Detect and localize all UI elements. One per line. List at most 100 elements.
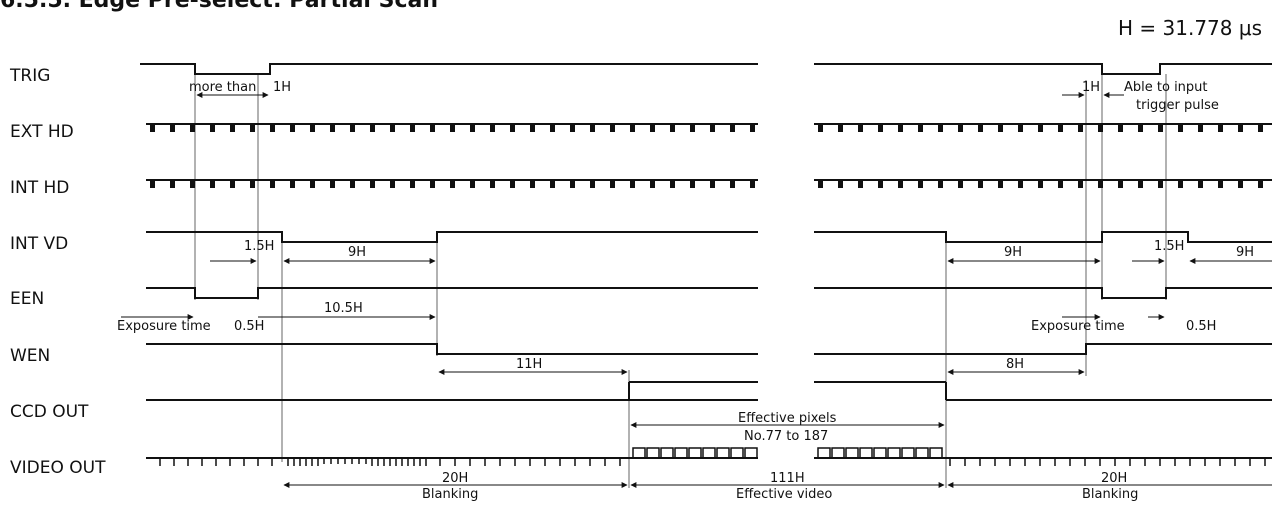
pulse	[570, 124, 575, 132]
pulse	[150, 124, 155, 132]
pulse	[510, 124, 515, 132]
video-effective-pixel	[716, 447, 730, 458]
een-0-5h-right-label: 0.5H	[1186, 319, 1216, 334]
pulse	[510, 180, 515, 188]
pulse	[630, 124, 635, 132]
pulse	[670, 180, 675, 188]
signal-label-een: EEN	[10, 289, 44, 309]
video-effective-pixel	[831, 447, 845, 458]
een-0-5h-left-label: 0.5H	[234, 319, 264, 334]
pulse	[1098, 180, 1103, 188]
pulse	[650, 180, 655, 188]
int-vd-waveform	[146, 231, 1272, 243]
pulse	[1258, 124, 1263, 132]
pulse	[530, 124, 535, 132]
pulse	[1218, 124, 1223, 132]
h-definition: H = 31.778 μs	[1118, 16, 1262, 40]
pulse	[1238, 180, 1243, 188]
pulse	[938, 180, 943, 188]
video-effective-pixel	[817, 447, 831, 458]
ext-hd-waveform	[146, 123, 1272, 132]
pulse	[1138, 124, 1143, 132]
pulse	[390, 180, 395, 188]
pulse	[230, 124, 235, 132]
video-effective-pixel	[901, 447, 915, 458]
trig-more-than-label: more than	[189, 80, 256, 95]
pulse	[1038, 180, 1043, 188]
video-effective-pixel	[859, 447, 873, 458]
pulse	[1178, 124, 1183, 132]
pulse	[858, 180, 863, 188]
pulse	[1098, 124, 1103, 132]
signal-label-wen: WEN	[10, 346, 50, 366]
pulse	[978, 180, 983, 188]
pulse	[150, 180, 155, 188]
pulse	[350, 180, 355, 188]
signal-label-ccd-out: CCD OUT	[10, 402, 89, 422]
trig-able-line2: trigger pulse	[1136, 98, 1219, 113]
een-10-5h-label: 10.5H	[324, 301, 363, 316]
wen-waveform	[146, 343, 1272, 355]
pulse	[370, 124, 375, 132]
ccd-out-waveform	[146, 381, 1272, 401]
pulse	[1118, 124, 1123, 132]
een-waveform	[146, 287, 1272, 299]
trig-1h-left-label: 1H	[273, 80, 291, 95]
video-effective-pixel	[730, 447, 744, 458]
pulse	[170, 180, 175, 188]
pulse	[1238, 124, 1243, 132]
pulse	[490, 124, 495, 132]
pulse	[1038, 124, 1043, 132]
pulse	[270, 124, 275, 132]
pulse	[450, 180, 455, 188]
pulse	[310, 124, 315, 132]
signal-label-int-vd: INT VD	[10, 234, 68, 254]
pulse	[878, 180, 883, 188]
pulse	[690, 180, 695, 188]
ccd-effective-line1: Effective pixels	[738, 411, 837, 426]
pulse	[998, 180, 1003, 188]
video-effective-pixel	[646, 447, 660, 458]
intvd-9h-far-label: 9H	[1236, 245, 1254, 260]
pulse	[570, 180, 575, 188]
pulse	[750, 180, 755, 188]
pulse	[170, 124, 175, 132]
pulse	[1118, 180, 1123, 188]
pulse	[250, 124, 255, 132]
pulse	[750, 124, 755, 132]
pulse	[330, 180, 335, 188]
pulse	[290, 124, 295, 132]
pulse	[1018, 180, 1023, 188]
pulse	[1058, 124, 1063, 132]
pulse	[1078, 180, 1083, 188]
pulse	[470, 124, 475, 132]
ext-hd-pulses	[150, 124, 1263, 132]
pulse	[610, 180, 615, 188]
pulse	[190, 124, 195, 132]
pulse	[1158, 180, 1163, 188]
pulse	[690, 124, 695, 132]
signal-label-ext-hd: EXT HD	[10, 122, 74, 142]
pulse	[490, 180, 495, 188]
pulse	[730, 180, 735, 188]
video-effective-pixel	[929, 447, 943, 458]
pulse	[190, 180, 195, 188]
pulse	[1158, 124, 1163, 132]
pulse	[710, 180, 715, 188]
pulse	[670, 124, 675, 132]
pulse	[898, 180, 903, 188]
signal-label-trig: TRIG	[9, 66, 50, 86]
video-20h-left-label: 20H	[442, 471, 468, 486]
pulse	[530, 180, 535, 188]
pulse	[918, 180, 923, 188]
intvd-9h-left-label: 9H	[348, 245, 366, 260]
trig-waveform	[140, 63, 1272, 75]
pulse	[938, 124, 943, 132]
video-effective-label: Effective video	[736, 487, 832, 502]
pulse	[818, 180, 823, 188]
video-out-pulses	[159, 447, 1266, 466]
video-blanking-left-label: Blanking	[422, 487, 478, 502]
video-effective-pixel	[845, 447, 859, 458]
